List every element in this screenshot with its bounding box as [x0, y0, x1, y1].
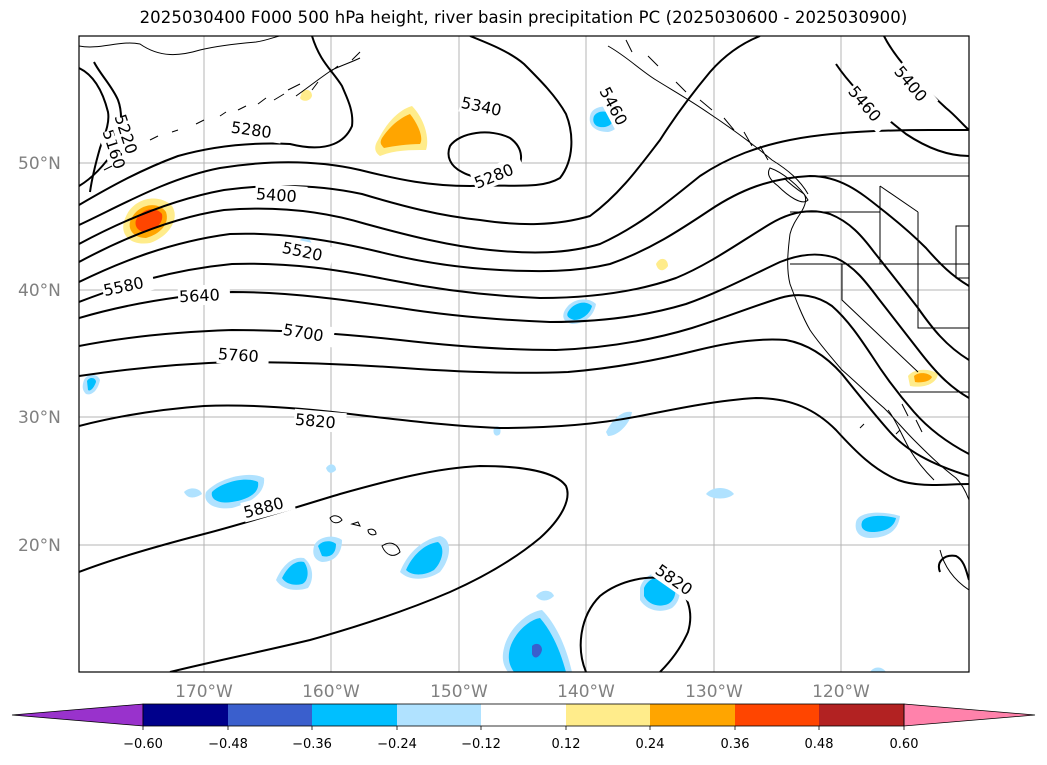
- contour-line: [79, 129, 969, 263]
- shading-negative-region: [536, 590, 554, 601]
- colorbar-bin: [228, 704, 312, 726]
- contour-line: [79, 253, 969, 399]
- alaska-peninsula: [295, 51, 361, 97]
- latitude-label: 40°N: [18, 281, 61, 301]
- contour-label: 5760: [217, 344, 259, 366]
- contour-line: [79, 210, 969, 361]
- colorbar-tick-label: 0.48: [805, 737, 834, 752]
- shading-positive-region: [656, 258, 668, 271]
- shading-negative-region: [861, 515, 896, 532]
- contour-label: 5640: [179, 285, 221, 306]
- colorbar-tick-label: 0.36: [721, 737, 750, 752]
- shading-negative-region: [567, 302, 592, 320]
- colorbar-bin: [397, 704, 481, 726]
- colorbar-tick-label: −0.12: [461, 737, 501, 752]
- shading-negative-region: [326, 464, 336, 473]
- colorbar-tick-label: −0.60: [123, 737, 163, 752]
- contour-line: [79, 294, 969, 455]
- height-contours: [79, 36, 969, 672]
- british-columbia-coast: [783, 177, 807, 235]
- longitude-label: 160°W: [302, 682, 360, 702]
- longitude-axis: 170°W 160°W 150°W 140°W 130°W 120°W: [175, 682, 870, 702]
- state-border-nevada: [841, 264, 969, 373]
- coastlines: [79, 36, 969, 591]
- shading-negative-region: [211, 479, 259, 503]
- mexico-coast: [939, 549, 969, 591]
- southeast-alaska-coast: [607, 39, 809, 195]
- contour-line: [79, 396, 969, 486]
- plot-area: [79, 36, 969, 672]
- plot-frame: [78, 35, 970, 673]
- shading-negative-region: [870, 667, 886, 672]
- colorbar-bin: [143, 704, 228, 726]
- colorbar-bin: [650, 704, 735, 726]
- map-title: 2025030400 F000 500 hPa height, river ba…: [139, 8, 908, 27]
- colorbar-bin: [819, 704, 904, 726]
- colorbar-tick-label: −0.24: [377, 737, 417, 752]
- shading-negative-region: [87, 378, 96, 391]
- colorbar: −0.60 −0.48 −0.36 −0.24 −0.12 0.12 0.24 …: [11, 703, 1036, 752]
- contour-line: [79, 174, 969, 287]
- latitude-axis: 50°N 40°N 30°N 20°N: [18, 154, 61, 556]
- shading-positive-region: [380, 114, 422, 148]
- shading-negative-region: [406, 542, 443, 575]
- colorbar-bin: [735, 704, 819, 726]
- contour-label: 5820: [294, 410, 336, 432]
- contour-label: 5400: [255, 184, 297, 206]
- state-border-oregon: [790, 212, 969, 265]
- longitude-label: 140°W: [557, 682, 615, 702]
- us-west-coast: [787, 233, 969, 501]
- colorbar-tick-label: −0.36: [292, 737, 332, 752]
- colorbar-tick-label: 0.24: [636, 737, 665, 752]
- contour-line: [79, 36, 573, 226]
- latitude-label: 30°N: [18, 408, 61, 428]
- shading-negative-region: [282, 561, 308, 585]
- alaska-coast: [79, 36, 296, 56]
- contour-line: [835, 63, 969, 157]
- latitude-label: 50°N: [18, 154, 61, 174]
- contour-line: [938, 554, 969, 581]
- contour-line: [79, 67, 110, 193]
- colorbar-min-extension: [11, 703, 144, 727]
- shading-negative-region: [318, 541, 336, 557]
- contour-line: [79, 36, 354, 206]
- contour-line: [79, 464, 569, 672]
- colorbar-tick-label: −0.48: [208, 737, 248, 752]
- precipitation-shading: [82, 89, 938, 672]
- state-border-idaho: [879, 185, 919, 213]
- colorbar-frame: [142, 703, 905, 727]
- longitude-label: 170°W: [175, 682, 233, 702]
- colorbar-max-extension: [903, 703, 1036, 727]
- contour-line: [883, 36, 969, 131]
- shading-negative-region: [184, 488, 202, 498]
- latitude-label: 20°N: [18, 536, 61, 556]
- hawaii-islands: [329, 515, 401, 556]
- colorbar-tick-label: 0.12: [552, 737, 581, 752]
- mexico-islands: [859, 423, 901, 435]
- colorbar-bin: [481, 704, 566, 726]
- state-border-canada-box: [955, 225, 969, 279]
- longitude-label: 120°W: [812, 682, 870, 702]
- longitude-label: 130°W: [685, 682, 743, 702]
- shading-negative-region: [532, 643, 542, 658]
- country-borders: [790, 175, 969, 393]
- contour-line: [79, 36, 761, 245]
- shading-positive-region: [914, 373, 932, 383]
- longitude-label: 150°W: [430, 682, 488, 702]
- shading-negative-region: [706, 488, 734, 499]
- vancouver-island: [767, 167, 809, 203]
- colorbar-tick-label: 0.60: [890, 737, 919, 752]
- colorbar-bin: [566, 704, 650, 726]
- colorbar-bin: [312, 704, 397, 726]
- shading-positive-region: [300, 89, 312, 101]
